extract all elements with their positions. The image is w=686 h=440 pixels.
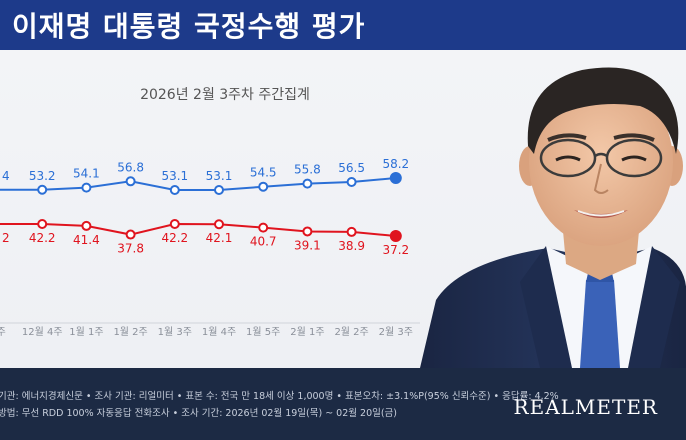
data-point xyxy=(81,182,92,193)
x-tick-label: 1월 4주 xyxy=(202,326,236,338)
data-label: 42.1 xyxy=(206,231,233,245)
data-label: 37.2 xyxy=(382,243,409,257)
data-point xyxy=(214,219,224,230)
data-label: 55.8 xyxy=(294,163,321,177)
data-point xyxy=(214,185,224,195)
header-banner: 이재명 대통령 국정수행 평가 xyxy=(0,0,686,50)
survey-info-line: 기관: 에너지경제신문 • 조사 기관: 리얼미터 • 표본 수: 전국 만 1… xyxy=(0,391,559,402)
data-label: 41.4 xyxy=(73,233,100,247)
data-point xyxy=(389,230,402,242)
data-point xyxy=(258,222,269,233)
data-label: 42.2 xyxy=(161,231,188,245)
chart-title: 2026년 2월 3주차 주간집계 xyxy=(140,87,310,103)
data-label: 54.1 xyxy=(73,167,100,181)
x-tick-label: 3주 xyxy=(0,327,6,338)
x-tick-label: 1월 3주 xyxy=(158,326,192,338)
footer: 기관: 에너지경제신문 • 조사 기관: 리얼미터 • 표본 수: 전국 만 1… xyxy=(0,368,686,440)
portrait-photo xyxy=(420,67,686,368)
x-tick-label: 1월 1주 xyxy=(69,326,103,338)
data-point xyxy=(125,229,136,240)
x-tick-label: 2월 3주 xyxy=(379,326,413,338)
data-label: 40.7 xyxy=(250,235,277,249)
data-point xyxy=(125,176,136,187)
x-tick-label: 1월 2주 xyxy=(113,326,147,338)
data-label: 37.8 xyxy=(117,242,144,256)
data-label: 54.5 xyxy=(250,166,277,180)
data-label: 56.8 xyxy=(117,160,144,174)
x-tick-label: 2월 1주 xyxy=(290,326,324,338)
data-label: 42.2 xyxy=(29,231,56,245)
realmeter-logo: REALMETER xyxy=(513,395,658,419)
data-point xyxy=(302,226,313,237)
series-line-1 xyxy=(0,222,396,237)
partial-data-label: 2 xyxy=(2,231,10,245)
line-chart: 2026년 2월 3주차 주간집계 3주 12월 4주 1월 1주 1월 2주 1월 3… xyxy=(0,87,420,338)
data-label: 53.1 xyxy=(161,169,188,183)
data-point xyxy=(302,178,313,189)
chart-area: 2026년 2월 3주차 주간집계 3주 12월 4주 1월 1주 1월 2주 1월 3… xyxy=(0,50,686,368)
data-label: 56.5 xyxy=(338,161,365,175)
data-point xyxy=(37,184,48,195)
data-label: 53.1 xyxy=(206,169,233,183)
data-label: 53.2 xyxy=(29,169,56,183)
data-label: 39.1 xyxy=(294,238,321,252)
data-point xyxy=(169,185,180,195)
data-point xyxy=(346,177,357,187)
data-point xyxy=(346,226,357,237)
data-point xyxy=(258,181,269,192)
data-point xyxy=(37,219,48,229)
data-point xyxy=(389,172,402,184)
page-title: 이재명 대통령 국정수행 평가 xyxy=(12,10,366,43)
x-tick-label: 12월 4주 xyxy=(22,326,63,338)
survey-method-line: 방법: 무선 RDD 100% 자동응답 전화조사 • 조사 기간: 2026년… xyxy=(0,408,398,419)
data-label: 38.9 xyxy=(338,239,365,253)
x-tick-label: 1월 5주 xyxy=(246,326,280,338)
x-tick-label: 2월 2주 xyxy=(334,326,368,338)
partial-data-label: 4 xyxy=(2,169,10,183)
series-line-0 xyxy=(0,177,396,191)
data-point xyxy=(169,219,180,229)
data-label: 58.2 xyxy=(382,157,409,171)
data-point xyxy=(81,220,92,231)
